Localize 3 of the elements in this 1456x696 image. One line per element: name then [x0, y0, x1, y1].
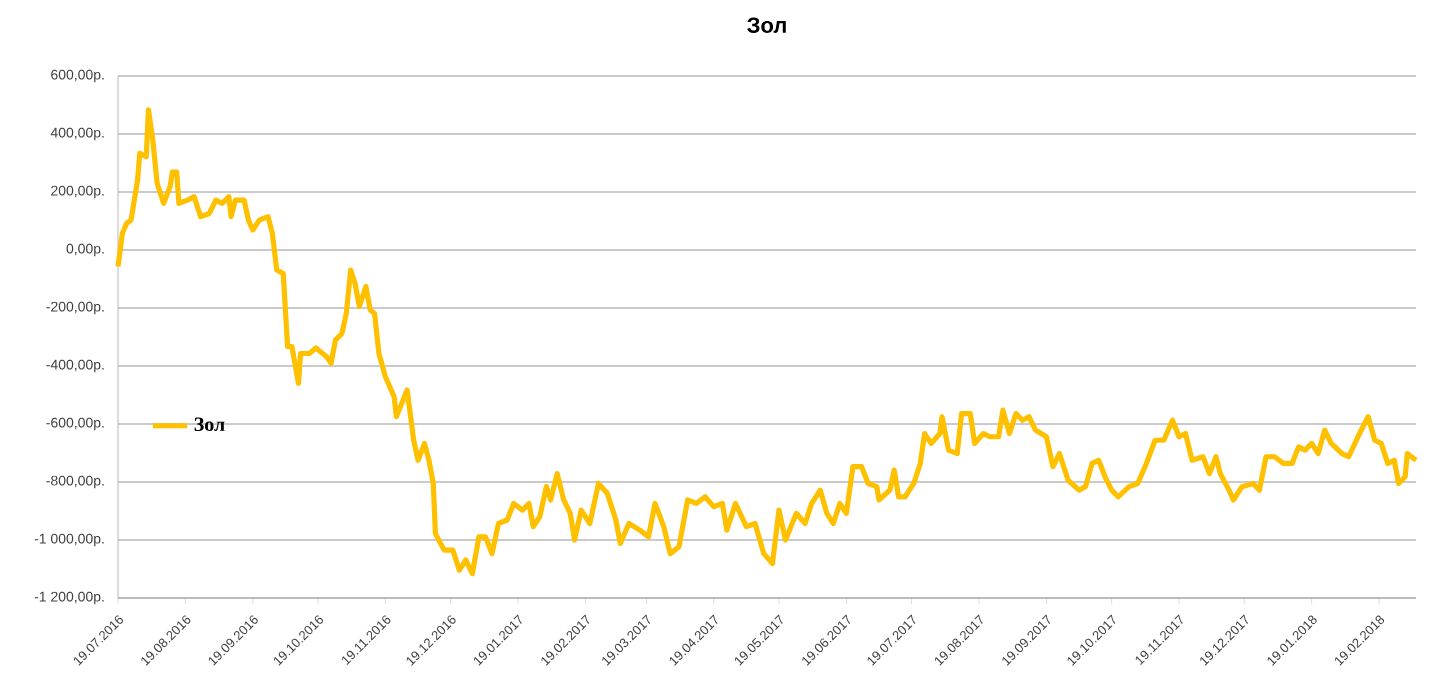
legend-label: Зол: [194, 417, 225, 432]
chart-title: Зол: [747, 17, 786, 33]
line-series: [115, 107, 1419, 577]
